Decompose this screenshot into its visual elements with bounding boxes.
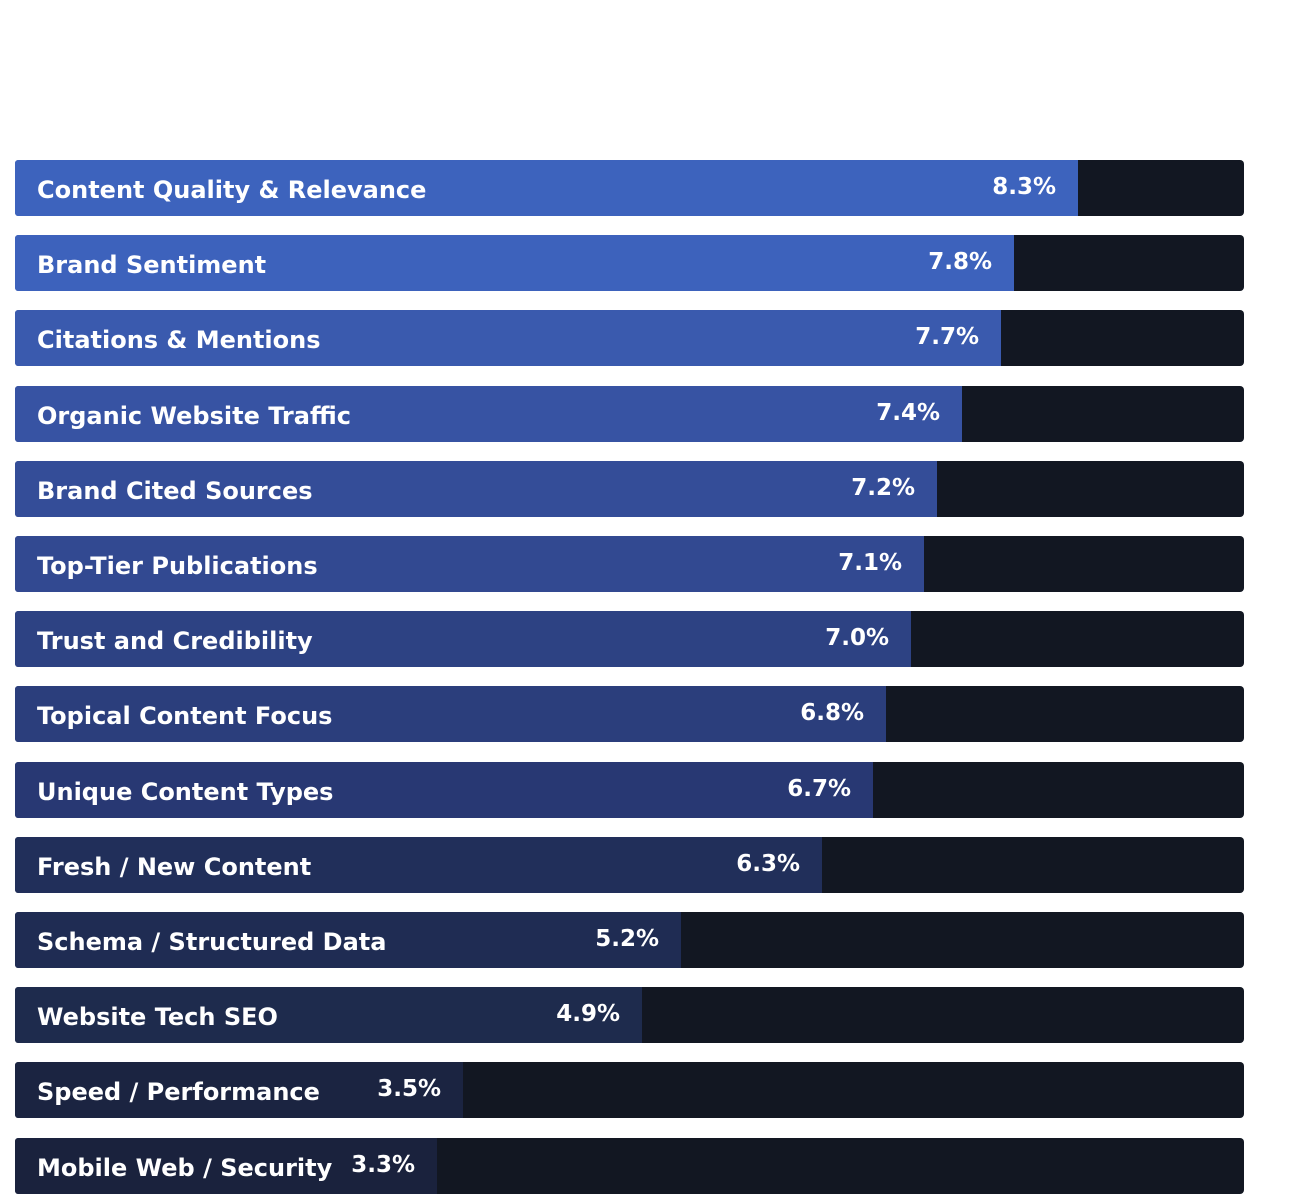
category-label: Brand Sentiment: [37, 251, 267, 280]
value-label: 5.2%: [595, 926, 659, 952]
category-label: Top-Tier Publications: [37, 552, 318, 580]
value-label: 6.3%: [736, 850, 800, 877]
bar-track: Content Quality & Relevance 8.3%: [15, 160, 1244, 216]
category-label: Speed / Performance: [37, 1078, 320, 1107]
bar: [15, 310, 1001, 367]
value-label: 3.3%: [351, 1151, 415, 1178]
value-label: 3.5%: [377, 1076, 441, 1103]
bar: [15, 460, 937, 517]
value-label: 7.4%: [876, 399, 940, 426]
bar: [15, 912, 681, 968]
bar-track: Website Tech SEO 4.9%: [15, 987, 1244, 1044]
category-label: Trust and Credibility: [37, 627, 313, 656]
bar: [15, 1137, 437, 1194]
bar-track: Schema / Structured Data 5.2%: [15, 912, 1244, 968]
bar: [15, 1062, 463, 1119]
category-label: Organic Website Traffic: [37, 401, 351, 430]
value-label: 7.7%: [915, 324, 979, 351]
bar-track: Topical Content Focus 6.8%: [15, 686, 1244, 743]
value-label: 6.7%: [787, 775, 851, 802]
value-label: 8.3%: [992, 174, 1056, 200]
value-label: 7.0%: [825, 625, 889, 652]
category-label: Fresh / New Content: [37, 852, 312, 881]
value-label: 7.2%: [851, 474, 915, 501]
bar: [15, 761, 873, 818]
category-label: Content Quality & Relevance: [37, 176, 427, 204]
bar: [15, 686, 886, 743]
category-label: Schema / Structured Data: [37, 928, 387, 956]
bar-track: Organic Website Traffic 7.4%: [15, 385, 1244, 442]
bar: [15, 235, 1014, 292]
bar: [15, 836, 822, 893]
category-label: Website Tech SEO: [37, 1003, 278, 1032]
value-label: 6.8%: [800, 700, 864, 727]
bar-track: Brand Cited Sources 7.2%: [15, 460, 1244, 517]
category-label: Unique Content Types: [37, 777, 334, 806]
category-label: Citations & Mentions: [37, 326, 321, 355]
bar: [15, 160, 1078, 216]
bar: [15, 385, 962, 442]
bar-track: Fresh / New Content 6.3%: [15, 836, 1244, 893]
value-label: 4.9%: [556, 1001, 620, 1028]
category-label: Brand Cited Sources: [37, 476, 313, 505]
bar-track: Speed / Performance 3.5%: [15, 1062, 1244, 1119]
bar-track: Mobile Web / Security 3.3%: [15, 1137, 1244, 1194]
bar: [15, 536, 924, 592]
value-label: 7.8%: [928, 249, 992, 276]
category-label: Topical Content Focus: [37, 702, 333, 731]
bar-track: Citations & Mentions 7.7%: [15, 310, 1244, 367]
value-label: 7.1%: [838, 550, 902, 576]
bar: [15, 987, 642, 1044]
bar-track: Unique Content Types 6.7%: [15, 761, 1244, 818]
bar-track: Brand Sentiment 7.8%: [15, 235, 1244, 292]
bar-track: Trust and Credibility 7.0%: [15, 611, 1244, 668]
category-label: Mobile Web / Security: [37, 1153, 333, 1182]
bar: [15, 611, 911, 668]
bar-track: Top-Tier Publications 7.1%: [15, 536, 1244, 592]
